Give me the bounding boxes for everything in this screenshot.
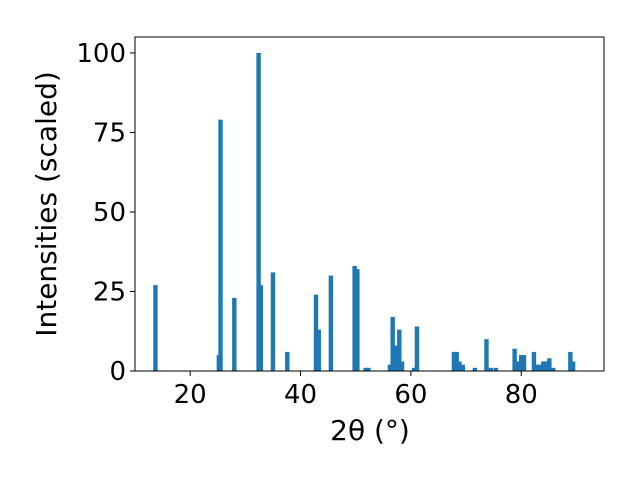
- bar: [414, 326, 420, 371]
- bar: [397, 329, 402, 371]
- bar: [493, 367, 499, 371]
- bar: [488, 367, 494, 371]
- bar: [541, 361, 546, 371]
- bar: [547, 358, 552, 371]
- bar: [531, 351, 537, 371]
- bar: [313, 294, 319, 371]
- bar: [512, 348, 517, 371]
- bar: [543, 361, 549, 371]
- bar: [411, 367, 417, 371]
- bar: [218, 119, 223, 371]
- x-tick-label: 20: [174, 380, 207, 410]
- bar: [355, 269, 360, 371]
- bar: [454, 351, 459, 371]
- bar: [534, 364, 539, 371]
- x-tick-label: 40: [284, 380, 317, 410]
- bar: [451, 351, 457, 371]
- bar: [472, 367, 478, 371]
- y-tick-label: 75: [93, 118, 126, 148]
- bar: [457, 361, 462, 371]
- bar: [232, 297, 237, 371]
- x-tick-label: 80: [505, 380, 538, 410]
- x-axis: 20 40 60 80: [174, 371, 538, 410]
- x-axis-label: 2θ (°): [330, 414, 410, 447]
- bar: [551, 367, 556, 371]
- bar: [460, 364, 465, 371]
- bar: [153, 285, 158, 371]
- bar: [568, 351, 573, 371]
- bar: [537, 364, 543, 371]
- bar: [393, 345, 398, 371]
- bar: [316, 329, 321, 371]
- bar: [258, 285, 264, 371]
- y-axis-label: Intensities (scaled): [30, 71, 63, 337]
- bar: [515, 361, 521, 371]
- y-tick-label: 0: [109, 357, 126, 387]
- y-tick-label: 100: [76, 39, 126, 69]
- bar: [363, 367, 368, 371]
- plot-frame: [134, 36, 605, 372]
- bar: [399, 361, 405, 371]
- bar: [352, 266, 357, 371]
- bar: [521, 355, 527, 371]
- y-tick-label: 25: [93, 277, 126, 307]
- bar: [519, 355, 524, 371]
- bar: [390, 316, 395, 371]
- bar: [366, 367, 371, 371]
- bar: [328, 275, 334, 371]
- bar: [570, 361, 576, 371]
- bar: [270, 272, 276, 371]
- bar: [387, 364, 393, 371]
- bar: [285, 351, 290, 371]
- bar: [256, 52, 261, 372]
- plot-background: [135, 37, 604, 371]
- y-tick-label: 50: [93, 198, 126, 228]
- y-axis: 0 25 50 75 100: [76, 39, 135, 387]
- bars-group: [153, 52, 576, 372]
- bar: [484, 339, 489, 371]
- x-tick-label: 60: [394, 380, 427, 410]
